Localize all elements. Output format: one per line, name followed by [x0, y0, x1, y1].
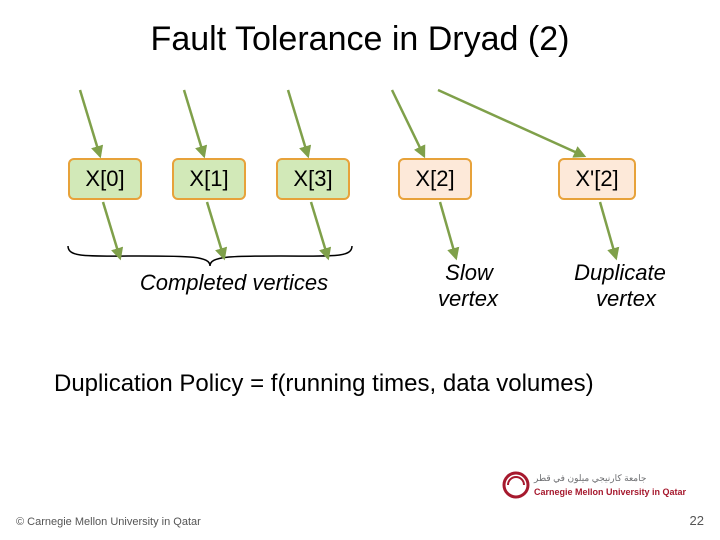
- arrows-out: [0, 0, 720, 540]
